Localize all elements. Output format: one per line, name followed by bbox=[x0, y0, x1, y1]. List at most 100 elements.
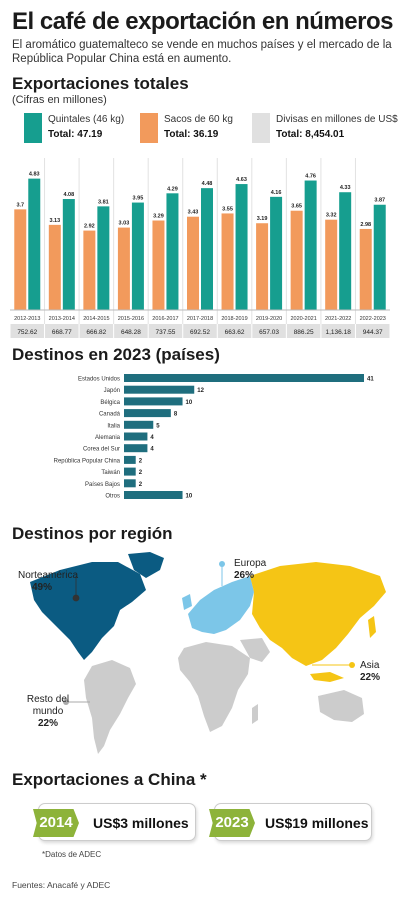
country-bar-10 bbox=[124, 491, 183, 499]
label-quintales-10: 3.87 bbox=[374, 198, 385, 204]
label-sacos-3: 3.03 bbox=[119, 221, 130, 227]
divisas-label-6: 663.62 bbox=[225, 329, 245, 336]
divisas-label-5: 692.52 bbox=[190, 329, 210, 336]
bar-sacos-7 bbox=[256, 223, 269, 310]
map-label-name-asia: Asia bbox=[360, 660, 380, 671]
bar-quintales-5 bbox=[201, 188, 213, 310]
bar-sacos-3 bbox=[117, 227, 130, 310]
tick-label-5: 2017-2018 bbox=[187, 316, 213, 322]
tick-label-6: 2018-2019 bbox=[221, 316, 247, 322]
bar-quintales-4 bbox=[166, 193, 179, 310]
country-label-5: Alemania bbox=[95, 435, 121, 441]
country-label-7: República Popular China bbox=[54, 458, 121, 464]
country-label-4: Italia bbox=[107, 423, 120, 429]
country-bar-0 bbox=[124, 374, 364, 382]
legend-total-divisas: Total: 8,454.01 bbox=[276, 129, 345, 140]
pointer-dot-europa bbox=[219, 561, 225, 567]
bar-quintales-7 bbox=[270, 196, 283, 310]
tick-label-0: 2012-2013 bbox=[14, 316, 40, 322]
map-label-name-norteamerica: Norteamérica bbox=[18, 570, 79, 581]
bar-sacos-4 bbox=[152, 220, 165, 310]
destinations-title: Destinos en 2023 (países) bbox=[12, 345, 220, 364]
divisas-cell-2 bbox=[79, 324, 114, 338]
exports-legend: Quintales (46 kg) Total: 47.19 Sacos de … bbox=[12, 112, 398, 146]
tick-label-1: 2013-2014 bbox=[49, 316, 75, 322]
world-map bbox=[30, 552, 386, 754]
label-sacos-1: 3.13 bbox=[49, 218, 60, 224]
bar-quintales-0 bbox=[28, 178, 41, 310]
label-quintales-0: 4.83 bbox=[29, 172, 40, 178]
divisas-cell-3 bbox=[114, 324, 148, 338]
country-value-2: 10 bbox=[186, 400, 193, 406]
divisas-cell-9 bbox=[321, 324, 355, 338]
divisas-label-8: 886.25 bbox=[294, 329, 314, 336]
map-label-pct-resto: 22% bbox=[37, 718, 58, 729]
tick-label-7: 2019-2020 bbox=[256, 316, 282, 322]
legend-name-divisas: Divisas en millones de US$ bbox=[276, 114, 398, 125]
label-quintales-4: 4.29 bbox=[167, 186, 178, 192]
label-quintales-8: 4.76 bbox=[305, 174, 316, 180]
country-value-10: 10 bbox=[186, 494, 193, 500]
map-label-pct-norteamerica: 49% bbox=[32, 582, 53, 593]
china-amount-2014: US$3 millones bbox=[93, 815, 189, 831]
tick-label-3: 2015-2016 bbox=[118, 316, 144, 322]
tick-label-10: 2022-2023 bbox=[360, 316, 386, 322]
map-label-pct-asia: 22% bbox=[360, 672, 381, 683]
destinations-bar-chart: Estados Unidos 41 Japón 12 Bélgica 10 Canadá 8 I… bbox=[54, 374, 374, 500]
label-quintales-3: 3.95 bbox=[133, 196, 144, 202]
country-label-8: Taiwán bbox=[101, 470, 120, 476]
bar-quintales-9 bbox=[339, 192, 352, 310]
country-bar-9 bbox=[124, 479, 136, 488]
china-year-2023: 2023 bbox=[209, 809, 255, 837]
country-label-1: Japón bbox=[104, 388, 120, 394]
label-sacos-8: 3.65 bbox=[291, 204, 302, 210]
bar-sacos-8 bbox=[290, 210, 303, 310]
map-south-america bbox=[84, 660, 136, 754]
label-quintales-9: 4.33 bbox=[340, 185, 351, 191]
label-sacos-9: 3.32 bbox=[326, 213, 337, 219]
bar-quintales-1 bbox=[62, 199, 75, 310]
page-title: El café de exportación en números bbox=[12, 8, 393, 35]
country-value-7: 2 bbox=[139, 458, 143, 464]
bar-quintales-2 bbox=[97, 206, 110, 310]
divisas-cell-8 bbox=[286, 324, 321, 338]
legend-total-sacos: Total: 36.19 bbox=[164, 129, 219, 140]
divisas-label-4: 737.55 bbox=[156, 329, 176, 336]
region-norteamerica bbox=[30, 552, 164, 660]
tick-label-9: 2021-2022 bbox=[325, 316, 351, 322]
map-label-resto: Resto del mundo 22% bbox=[18, 694, 78, 730]
legend-name-sacos: Sacos de 60 kg bbox=[164, 114, 233, 125]
region-asia bbox=[250, 562, 386, 682]
china-year-2014: 2014 bbox=[33, 809, 79, 837]
divisas-label-9: 1,136.18 bbox=[326, 329, 352, 336]
label-quintales-1: 4.08 bbox=[63, 192, 74, 198]
legend-total-quintales: Total: 47.19 bbox=[48, 129, 103, 140]
map-africa bbox=[178, 642, 250, 732]
country-value-6: 4 bbox=[150, 447, 154, 453]
country-label-2: Bélgica bbox=[100, 400, 120, 406]
country-label-3: Canadá bbox=[99, 412, 121, 418]
country-label-6: Corea del Sur bbox=[83, 447, 120, 453]
legend-swatch-sacos bbox=[140, 113, 158, 143]
map-label-europa: Europa 26% bbox=[234, 558, 266, 582]
map-label-name-europa: Europa bbox=[234, 558, 267, 569]
divisas-label-3: 648.28 bbox=[121, 329, 141, 336]
map-label-name-resto: Resto del mundo bbox=[26, 694, 70, 717]
map-middle-east bbox=[240, 638, 270, 662]
label-sacos-6: 3.55 bbox=[222, 206, 233, 212]
divisas-cell-7 bbox=[252, 324, 286, 338]
bar-sacos-10 bbox=[359, 228, 372, 310]
bar-sacos-1 bbox=[48, 224, 61, 310]
bar-quintales-6 bbox=[235, 184, 248, 310]
tick-label-4: 2016-2017 bbox=[152, 316, 178, 322]
country-value-5: 4 bbox=[150, 435, 154, 441]
map-pointers bbox=[63, 561, 355, 705]
china-title: Exportaciones a China * bbox=[12, 770, 207, 789]
divisas-cell-5 bbox=[183, 324, 217, 338]
map-greenland bbox=[128, 552, 164, 578]
country-label-0: Estados Unidos bbox=[78, 377, 120, 383]
pointer-dot-norteamerica bbox=[72, 594, 80, 602]
country-bar-8 bbox=[124, 467, 136, 476]
map-indonesia bbox=[310, 672, 344, 682]
tick-label-8: 2020-2021 bbox=[290, 316, 316, 322]
